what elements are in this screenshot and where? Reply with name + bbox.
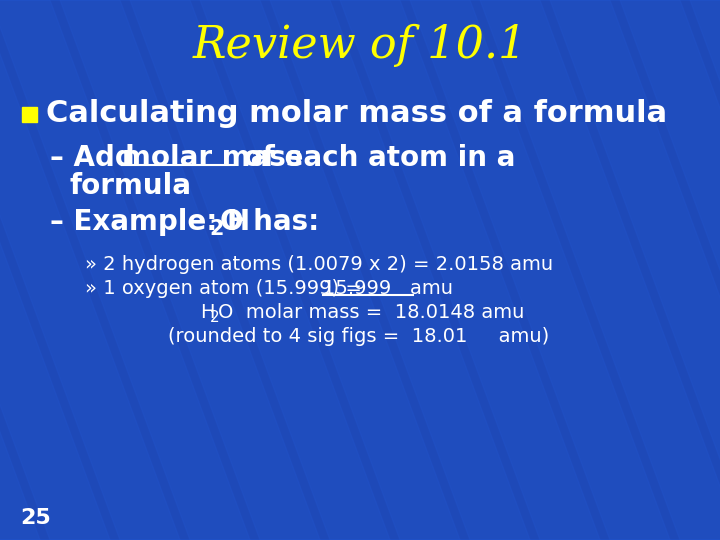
Text: 15.999   amu: 15.999 amu [323,279,453,298]
Text: (rounded to 4 sig figs =  18.01     amu): (rounded to 4 sig figs = 18.01 amu) [168,327,549,346]
Text: formula: formula [70,172,192,200]
Text: 25: 25 [20,508,50,528]
Polygon shape [60,0,460,540]
Polygon shape [0,0,40,540]
Polygon shape [340,0,720,540]
Text: of each atom in a: of each atom in a [234,144,516,172]
Polygon shape [480,0,720,540]
Text: 2: 2 [209,219,223,239]
Text: – Example: H: – Example: H [50,208,250,236]
Text: O  molar mass =  18.0148 amu: O molar mass = 18.0148 amu [218,302,524,321]
Polygon shape [0,0,180,540]
Polygon shape [550,0,720,540]
Polygon shape [0,0,390,540]
Text: Calculating molar mass of a formula: Calculating molar mass of a formula [46,99,667,129]
Text: O has:: O has: [220,208,319,236]
Text: molar mass: molar mass [122,144,302,172]
Polygon shape [690,0,720,540]
Text: 2: 2 [210,309,220,325]
Polygon shape [0,0,250,540]
Polygon shape [200,0,600,540]
Text: » 1 oxygen atom (15.999) =: » 1 oxygen atom (15.999) = [85,279,362,298]
Polygon shape [0,0,320,540]
Text: Review of 10.1: Review of 10.1 [193,23,527,66]
Text: H: H [200,302,215,321]
Polygon shape [0,0,110,540]
Polygon shape [270,0,670,540]
Text: – Add: – Add [50,144,145,172]
Polygon shape [130,0,530,540]
Text: » 2 hydrogen atoms (1.0079 x 2) = 2.0158 amu: » 2 hydrogen atoms (1.0079 x 2) = 2.0158… [85,254,553,273]
Bar [22,107,37,122]
Polygon shape [620,0,720,540]
Polygon shape [410,0,720,540]
